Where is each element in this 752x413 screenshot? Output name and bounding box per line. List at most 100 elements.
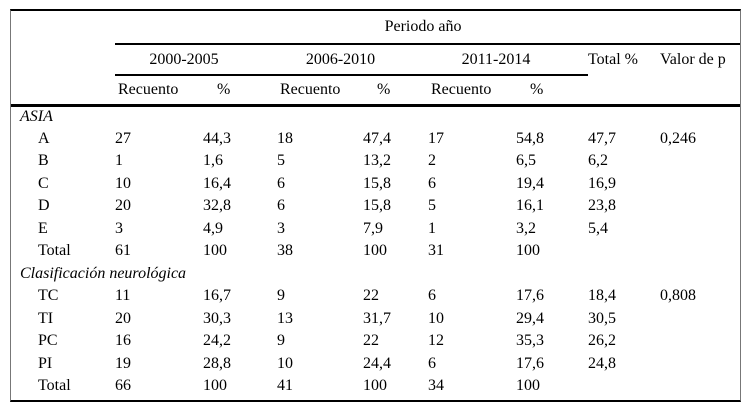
cell: 16,9 bbox=[588, 174, 616, 192]
table-row: Total 61 100 38 100 31 100 bbox=[11, 240, 740, 263]
cell: 31,7 bbox=[363, 309, 391, 327]
cell: 3 bbox=[115, 219, 123, 237]
cell: 0,246 bbox=[660, 129, 696, 147]
cell: 100 bbox=[203, 242, 227, 260]
cell bbox=[660, 353, 740, 376]
cell: 31 bbox=[428, 242, 444, 260]
spacer-cell bbox=[588, 75, 660, 105]
cell: 27 bbox=[115, 129, 131, 147]
cell bbox=[588, 240, 660, 263]
table-frame: Periodo año 2000-2005 2006-2010 2011-201… bbox=[10, 9, 741, 402]
cell bbox=[660, 218, 740, 241]
cell: 5 bbox=[428, 197, 436, 215]
table-row: PC 16 24,2 9 22 12 35,3 26,2 bbox=[11, 330, 740, 353]
cell bbox=[660, 173, 740, 196]
cell: 15,8 bbox=[363, 197, 391, 215]
spacer-cell bbox=[11, 11, 115, 44]
cell: 17,6 bbox=[516, 354, 544, 372]
cell: 1 bbox=[115, 152, 123, 170]
row-label: B bbox=[38, 152, 49, 170]
cell: 100 bbox=[363, 377, 387, 395]
cell: 16,1 bbox=[516, 197, 544, 215]
count-subheader: Recuento bbox=[280, 80, 341, 98]
cell: 24,4 bbox=[363, 354, 391, 372]
cell: 12 bbox=[428, 332, 444, 350]
stats-table: Periodo año 2000-2005 2006-2010 2011-201… bbox=[11, 11, 740, 398]
cell: 47,7 bbox=[588, 129, 616, 147]
cell: 41 bbox=[277, 377, 293, 395]
cell: 61 bbox=[115, 242, 131, 260]
periodo-ano-header: Periodo año bbox=[115, 11, 740, 45]
cell: 66 bbox=[115, 377, 131, 395]
section-header-row: Clasificación neurológica bbox=[11, 263, 740, 286]
row-label: TI bbox=[38, 309, 54, 327]
total-percent-header: Total % bbox=[588, 51, 638, 68]
cell: 47,4 bbox=[363, 129, 391, 147]
table-row: Total 66 100 41 100 34 100 bbox=[11, 375, 740, 398]
cell: 18,4 bbox=[588, 287, 616, 305]
percent-subheader: % bbox=[377, 80, 391, 98]
table-row: PI 19 28,8 10 24,4 6 17,6 24,8 bbox=[11, 353, 740, 376]
cell: 26,2 bbox=[588, 332, 616, 350]
section-title: Clasificación neurológica bbox=[20, 264, 187, 282]
cell: 10 bbox=[277, 354, 293, 372]
cell bbox=[660, 195, 740, 218]
table-row: D 20 32,8 6 15,8 5 16,1 23,8 bbox=[11, 195, 740, 218]
table-row: Recuento % Recuento % Recuento % bbox=[11, 75, 740, 105]
cell: 16,4 bbox=[203, 174, 231, 192]
percent-subheader: % bbox=[217, 80, 231, 98]
cell: 30,3 bbox=[203, 309, 231, 327]
table-row: TC 11 16,7 9 22 6 17,6 18,4 0,808 bbox=[11, 285, 740, 308]
cell: 24,2 bbox=[203, 332, 231, 350]
period-header-2006-2010: 2006-2010 bbox=[277, 44, 428, 76]
table-row: A 27 44,3 18 47,4 17 54,8 47,7 0,246 bbox=[11, 128, 740, 151]
row-label: A bbox=[38, 129, 50, 147]
cell: 34 bbox=[428, 377, 444, 395]
cell: 6 bbox=[428, 354, 436, 372]
table-row: 2000-2005 2006-2010 2011-2014 Total % Va… bbox=[11, 44, 740, 76]
cell: 100 bbox=[516, 377, 540, 395]
row-label: Total bbox=[38, 377, 71, 395]
cell: 22 bbox=[363, 287, 379, 305]
cell: 1,6 bbox=[203, 152, 223, 170]
cell: 2 bbox=[428, 152, 436, 170]
cell: 10 bbox=[428, 309, 444, 327]
cell: 4,9 bbox=[203, 219, 223, 237]
row-label: C bbox=[38, 174, 49, 192]
cell: 15,8 bbox=[363, 174, 391, 192]
section-title: ASIA bbox=[20, 108, 53, 125]
cell bbox=[660, 375, 740, 398]
period-header-2011-2014: 2011-2014 bbox=[428, 44, 588, 76]
cell bbox=[660, 240, 740, 263]
row-label: TC bbox=[38, 287, 59, 305]
table-row: B 1 1,6 5 13,2 2 6,5 6,2 bbox=[11, 150, 740, 173]
cell: 22 bbox=[363, 332, 379, 350]
cell: 11 bbox=[115, 287, 131, 305]
cell: 20 bbox=[115, 197, 131, 215]
cell: 20 bbox=[115, 309, 131, 327]
cell: 100 bbox=[363, 242, 387, 260]
spacer-cell bbox=[660, 75, 740, 105]
cell: 9 bbox=[277, 287, 285, 305]
p-value-header: Valor de p bbox=[660, 51, 726, 68]
cell: 18 bbox=[277, 129, 293, 147]
cell: 16,7 bbox=[203, 287, 231, 305]
row-label: E bbox=[38, 219, 48, 237]
spacer-cell bbox=[11, 44, 115, 75]
cell: 5,4 bbox=[588, 219, 608, 237]
cell: 16 bbox=[115, 332, 131, 350]
cell: 7,9 bbox=[363, 219, 383, 237]
cell: 1 bbox=[428, 219, 436, 237]
cell: 6 bbox=[277, 174, 285, 192]
cell: 23,8 bbox=[588, 197, 616, 215]
cell: 29,4 bbox=[516, 309, 544, 327]
table-row: TI 20 30,3 13 31,7 10 29,4 30,5 bbox=[11, 308, 740, 331]
cell bbox=[660, 330, 740, 353]
percent-subheader: % bbox=[530, 80, 544, 98]
cell: 6 bbox=[428, 174, 436, 192]
table-row: E 3 4,9 3 7,9 1 3,2 5,4 bbox=[11, 218, 740, 241]
period-header-2000-2005: 2000-2005 bbox=[115, 44, 277, 76]
cell: 35,3 bbox=[516, 332, 544, 350]
cell: 6,5 bbox=[516, 152, 536, 170]
row-label: PC bbox=[38, 332, 58, 350]
